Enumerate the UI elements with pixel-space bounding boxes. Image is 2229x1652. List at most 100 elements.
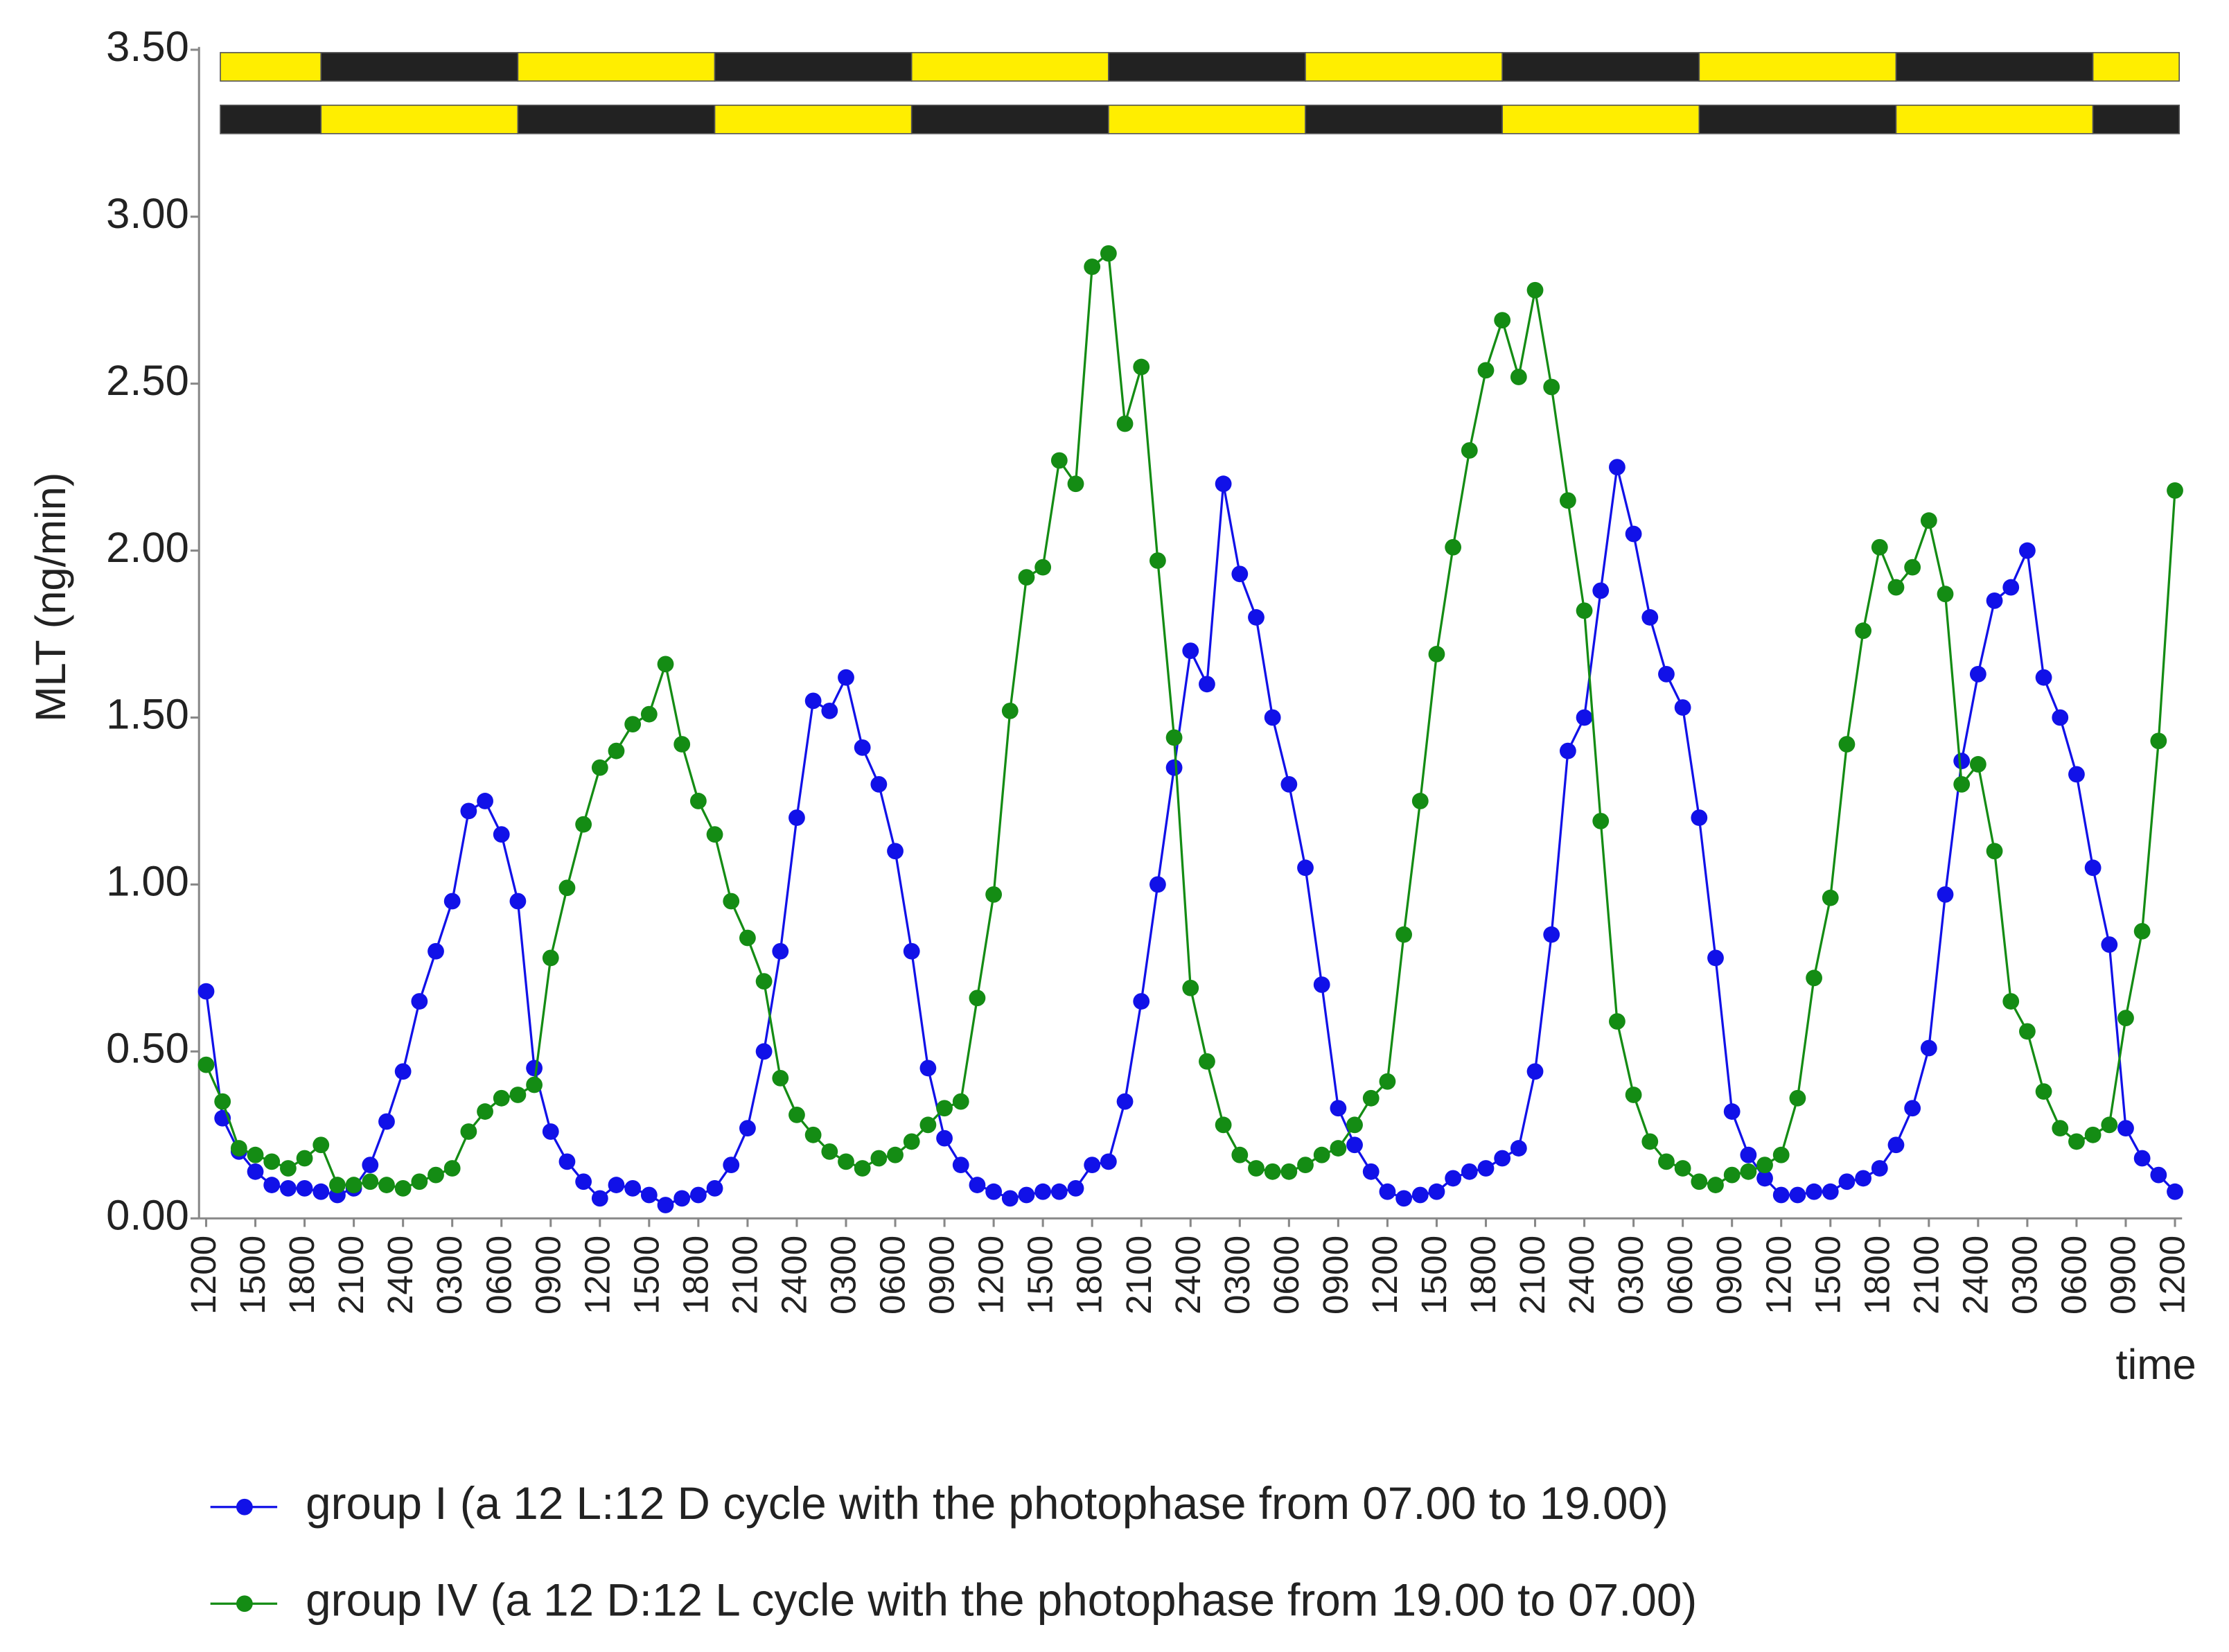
x-tick-label: 1200	[971, 1236, 1011, 1315]
data-point	[657, 656, 674, 673]
data-point	[1461, 1163, 1478, 1180]
data-point	[1937, 886, 1954, 903]
photoperiod-segment	[1698, 52, 1897, 82]
data-point	[1953, 775, 1971, 793]
data-point	[1609, 459, 1626, 476]
data-point	[689, 1186, 707, 1204]
data-point	[887, 843, 904, 860]
x-tick-label: 0900	[1316, 1236, 1355, 1315]
data-point	[936, 1100, 953, 1117]
data-point	[1510, 1140, 1527, 1157]
data-point	[2084, 1126, 2102, 1143]
x-tick-label: 1800	[1857, 1236, 1896, 1315]
data-point	[411, 993, 428, 1010]
data-point	[558, 879, 576, 897]
data-point	[1215, 475, 1232, 493]
data-point	[870, 1150, 888, 1167]
data-point	[1084, 258, 1101, 275]
data-point	[411, 1173, 428, 1190]
data-point	[1789, 1089, 1806, 1107]
data-point	[1740, 1146, 1757, 1163]
data-point	[1199, 1053, 1215, 1070]
data-point	[1264, 709, 1281, 726]
data-point	[985, 886, 1003, 903]
data-point	[263, 1177, 281, 1193]
data-point	[2068, 766, 2085, 783]
x-tick-label: 1800	[282, 1236, 321, 1315]
data-point	[1050, 452, 1068, 469]
data-point	[608, 1177, 625, 1193]
data-point	[1149, 552, 1166, 569]
data-point	[1543, 378, 1560, 396]
y-tick-label: 0.50	[106, 1025, 189, 1073]
data-point	[1904, 559, 1921, 576]
x-tick-label: 0300	[2005, 1236, 2044, 1315]
data-point	[838, 669, 854, 686]
data-point	[706, 1179, 723, 1197]
photoperiod-segment	[320, 52, 519, 82]
x-tick-label: 1500	[626, 1236, 666, 1315]
x-tick-label: 0600	[873, 1236, 913, 1315]
data-point	[2167, 482, 2183, 499]
photoperiod-segment	[1501, 52, 1700, 82]
x-tick-label: 0900	[2104, 1236, 2143, 1315]
data-point	[1658, 665, 1675, 683]
x-tick-label: 2400	[380, 1236, 420, 1315]
x-tick-label: 1200	[2153, 1236, 2192, 1315]
data-point	[2019, 1023, 2036, 1040]
data-point	[1050, 1183, 1068, 1200]
data-point	[1707, 1177, 1724, 1193]
data-point	[1182, 979, 1199, 996]
data-point	[1182, 642, 1199, 660]
x-tick-label: 1800	[1463, 1236, 1503, 1315]
data-point	[1772, 1146, 1790, 1163]
data-point	[443, 1160, 461, 1177]
data-point	[1346, 1136, 1363, 1154]
y-tick-label: 0.00	[106, 1192, 189, 1240]
y-tick-label: 3.50	[106, 23, 189, 71]
data-point	[477, 1103, 493, 1120]
data-point	[362, 1173, 379, 1190]
data-point	[755, 1043, 773, 1060]
data-point	[1428, 646, 1445, 662]
y-tick-label: 3.00	[106, 190, 189, 238]
data-point	[804, 1126, 822, 1143]
data-point	[509, 1087, 527, 1103]
x-tick-label: 0900	[1709, 1236, 1749, 1315]
data-point	[1592, 582, 1610, 599]
data-point	[1034, 559, 1052, 576]
data-point	[1953, 753, 1971, 770]
data-point	[197, 1056, 215, 1073]
data-point	[1658, 1153, 1675, 1170]
data-point	[1231, 1146, 1249, 1163]
data-point	[1067, 475, 1084, 493]
y-tick-label: 2.50	[106, 357, 189, 405]
data-point	[1165, 759, 1183, 776]
x-tick-label: 0300	[1611, 1236, 1650, 1315]
data-point	[1691, 809, 1708, 826]
x-tick-label: 0300	[824, 1236, 863, 1315]
data-point	[526, 1076, 543, 1093]
data-point	[1772, 1186, 1790, 1204]
data-point	[1445, 538, 1462, 556]
data-point	[443, 893, 461, 910]
data-point	[1165, 729, 1183, 746]
data-point	[526, 1060, 543, 1077]
data-point	[1543, 926, 1560, 943]
y-tick-label: 1.50	[106, 691, 189, 739]
series-line	[205, 251, 2176, 1190]
data-point	[1740, 1163, 1757, 1180]
data-point	[312, 1183, 330, 1200]
data-point	[1215, 1116, 1232, 1134]
photoperiod-segment	[714, 105, 913, 134]
x-tick-label: 1200	[577, 1236, 617, 1315]
photoperiod-segment	[220, 105, 322, 134]
data-point	[1855, 622, 1872, 640]
data-point	[1986, 843, 2003, 860]
data-point	[821, 702, 838, 719]
data-point	[1576, 709, 1593, 726]
data-point	[2068, 1133, 2085, 1150]
data-point	[723, 893, 740, 910]
x-tick-label: 0600	[1660, 1236, 1700, 1315]
data-point	[1576, 602, 1593, 620]
